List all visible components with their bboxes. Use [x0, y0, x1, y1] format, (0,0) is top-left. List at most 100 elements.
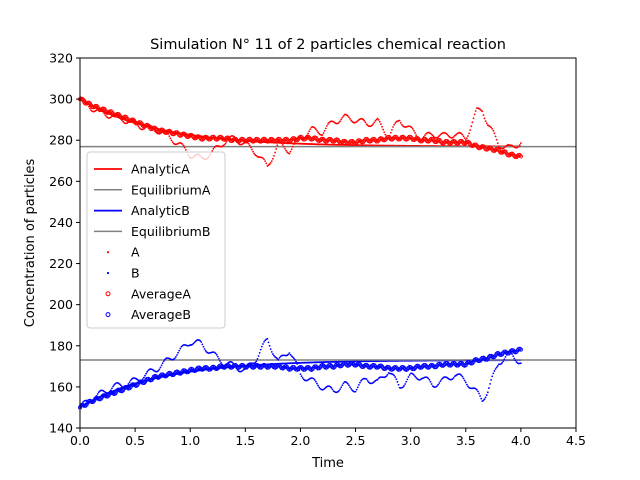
data-point-b	[277, 358, 280, 361]
data-point-a	[398, 119, 401, 122]
data-marker-averagea	[302, 137, 307, 142]
data-point-b	[96, 393, 99, 395]
data-point-a	[273, 155, 275, 157]
data-point-a	[372, 123, 375, 125]
data-marker-averageb	[291, 365, 296, 370]
data-point-a	[309, 128, 312, 130]
data-point-b	[199, 339, 202, 342]
y-tick-label: 220	[49, 256, 73, 271]
data-marker-averagea	[353, 141, 358, 146]
data-marker-averageb	[244, 365, 249, 370]
data-point-a	[519, 142, 522, 145]
data-point-b	[480, 397, 483, 400]
data-point-b	[200, 341, 203, 343]
data-point-a	[438, 135, 441, 137]
data-marker-averageb	[208, 367, 213, 372]
data-point-b	[515, 361, 518, 363]
data-point-b	[406, 378, 409, 381]
data-point-a	[314, 128, 317, 131]
data-point-b	[255, 360, 258, 363]
data-point-b	[345, 381, 348, 384]
data-point-a	[472, 117, 475, 120]
data-point-b	[231, 361, 234, 364]
data-point-a	[413, 129, 415, 132]
data-point-b	[491, 375, 494, 378]
data-marker-averageb	[518, 347, 523, 352]
data-point-a	[378, 120, 381, 123]
data-marker-averagea	[208, 137, 213, 142]
data-point-b	[385, 375, 388, 378]
data-point-b	[512, 355, 515, 358]
data-point-b	[214, 352, 217, 355]
data-point-a	[474, 110, 477, 112]
data-point-a	[276, 144, 279, 147]
data-point-b	[463, 379, 466, 382]
data-point-a	[394, 122, 397, 124]
data-point-b	[356, 386, 359, 389]
data-point-b	[129, 379, 132, 382]
data-point-a	[308, 130, 311, 133]
legend-item: EquilibriumA	[94, 182, 211, 197]
data-point-a	[365, 123, 368, 126]
data-point-a	[346, 115, 349, 117]
data-point-b	[341, 384, 344, 387]
data-point-b	[278, 356, 281, 359]
data-point-a	[284, 147, 286, 150]
data-point-a	[482, 114, 485, 116]
data-point-b	[313, 379, 316, 381]
data-point-b	[204, 349, 207, 352]
data-point-b	[365, 378, 368, 381]
data-point-b	[355, 388, 358, 391]
data-point-b	[176, 354, 178, 356]
series-markers-averagea	[78, 96, 523, 160]
data-marker-averagea	[422, 136, 427, 141]
y-tick-label: 280	[49, 133, 73, 148]
data-point-b	[299, 373, 302, 376]
data-point-b	[519, 362, 522, 365]
data-point-a	[264, 160, 267, 163]
data-point-b	[408, 374, 411, 376]
data-point-a	[473, 113, 476, 116]
data-point-b	[301, 377, 304, 379]
data-point-b	[350, 387, 353, 390]
data-point-a	[382, 128, 385, 131]
data-point-b	[340, 386, 343, 389]
data-marker-averagea	[328, 136, 333, 141]
data-point-b	[254, 361, 257, 364]
data-point-a	[471, 121, 474, 124]
data-marker-averageb	[484, 357, 489, 362]
data-point-b	[203, 348, 206, 350]
data-point-b	[97, 391, 100, 394]
data-point-a	[271, 157, 274, 160]
data-point-b	[260, 345, 263, 348]
data-point-a	[415, 134, 418, 137]
data-point-a	[339, 120, 342, 123]
data-point-a	[350, 119, 353, 122]
data-marker-averageb	[302, 367, 307, 372]
data-point-b	[495, 366, 498, 369]
legend-swatch-point	[106, 251, 110, 254]
data-point-b	[514, 359, 517, 362]
data-point-a	[376, 117, 379, 120]
data-point-b	[427, 377, 430, 380]
data-point-b	[256, 358, 259, 360]
y-tick-label: 260	[49, 174, 73, 189]
data-point-b	[316, 382, 318, 385]
data-point-a	[223, 143, 226, 146]
data-marker-averageb	[397, 367, 402, 372]
data-point-b	[269, 348, 272, 351]
y-tick-label: 160	[49, 379, 73, 394]
data-point-b	[173, 357, 176, 360]
data-point-a	[348, 116, 350, 119]
y-tick-label: 320	[49, 51, 73, 66]
data-point-b	[146, 370, 149, 373]
data-point-b	[467, 385, 469, 388]
data-point-b	[178, 349, 181, 352]
data-marker-averagea	[295, 138, 300, 143]
data-point-b	[438, 382, 441, 384]
data-point-b	[342, 382, 345, 385]
data-point-a	[269, 162, 272, 164]
data-point-a	[325, 125, 328, 127]
data-point-b	[113, 384, 116, 386]
x-tick-label: 2.0	[290, 433, 310, 448]
